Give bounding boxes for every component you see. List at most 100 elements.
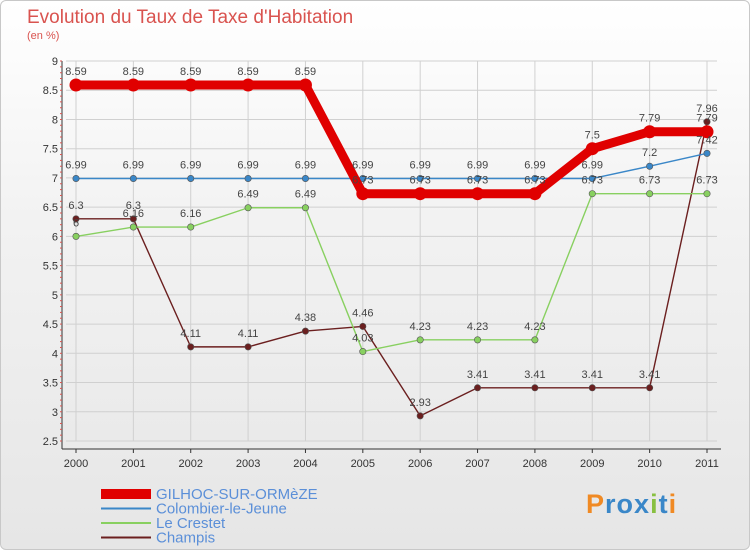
data-label: 6.73: [467, 175, 488, 187]
legend-label: Le Crestet: [156, 515, 226, 532]
data-label: 4.11: [180, 328, 201, 340]
data-label: 4.23: [409, 321, 430, 333]
y-tick-label: 5.5: [43, 261, 58, 273]
y-tick-label: 4.5: [43, 319, 58, 331]
legend-label: Champis: [156, 530, 215, 547]
data-point: [129, 175, 137, 183]
series-0: [69, 78, 714, 201]
data-point: [528, 187, 542, 201]
y-tick-label: 3: [52, 407, 58, 419]
data-point: [72, 175, 80, 183]
data-label: 4.46: [352, 307, 373, 319]
y-tick-label: 8: [52, 114, 58, 126]
labels-series-3: 6.3 6.3 4.11 4.11 4.38 4.46 2.93 3.41 3.41 3.41 3.…: [68, 103, 717, 409]
data-point: [531, 336, 539, 344]
series-line: [75, 193, 708, 353]
data-label: 6.16: [123, 208, 144, 220]
data-point: [474, 175, 482, 183]
data-label: 6.99: [352, 160, 373, 172]
data-point: [359, 348, 367, 356]
data-label: 8.59: [180, 66, 201, 78]
data-point: [646, 162, 654, 170]
data-point: [187, 223, 195, 231]
data-label: 6.73: [696, 175, 717, 187]
y-tick-label: 4: [52, 348, 58, 360]
data-label: 6.3: [68, 200, 83, 212]
data-point: [531, 175, 539, 183]
y-tick-label: 5: [52, 290, 58, 302]
gridlines: [66, 60, 717, 442]
data-point: [703, 118, 711, 126]
data-label: 7.5: [585, 130, 600, 142]
data-point: [585, 142, 599, 156]
data-point: [474, 336, 482, 344]
data-label: 8.59: [237, 66, 258, 78]
data-point: [416, 175, 424, 183]
data-point: [72, 232, 80, 240]
data-point: [244, 204, 252, 212]
data-label: 4.03: [352, 333, 373, 345]
series-line: [75, 121, 708, 417]
data-point: [244, 343, 252, 351]
x-tick-label: 2008: [523, 458, 547, 470]
series-line: [75, 152, 708, 180]
chart-subtitle: (en %): [27, 30, 60, 42]
data-point: [69, 78, 83, 92]
data-label: 4.23: [524, 321, 545, 333]
x-tick-label: 2010: [637, 458, 661, 470]
data-label: 3.41: [524, 369, 545, 381]
x-tick-label: 2003: [236, 458, 260, 470]
data-point: [700, 125, 714, 139]
logo-letter: P: [586, 489, 606, 519]
y-tick-label: 9: [52, 56, 58, 68]
y-tick-label: 2.5: [43, 436, 58, 448]
data-label: 6.99: [582, 160, 603, 172]
data-label: 4.38: [295, 312, 316, 324]
data-label: 7.79: [696, 113, 717, 125]
series-3: [72, 118, 711, 420]
x-tick-label: 2011: [695, 458, 719, 470]
logo-letter: i: [650, 489, 659, 519]
data-label: 6.99: [180, 160, 201, 172]
labels-series-0: 8.59 8.59 8.59 8.59 8.59 6.73 6.73 6.73 6.73 7.5 7…: [65, 66, 717, 187]
data-point: [129, 223, 137, 231]
logo-letter: t: [658, 489, 669, 519]
logo-letter: r: [605, 489, 617, 519]
data-label: 3.41: [467, 369, 488, 381]
data-label: 6.73: [639, 175, 660, 187]
x-tick-label: 2002: [178, 458, 202, 470]
data-label: 7.96: [696, 103, 717, 115]
data-label: 6.73: [582, 175, 603, 187]
data-point: [703, 149, 711, 157]
y-tick-label: 6: [52, 231, 58, 243]
data-point: [126, 78, 140, 92]
data-label: 6.99: [237, 160, 258, 172]
data-label: 7.2: [642, 147, 657, 159]
data-point: [244, 175, 252, 183]
x-tick-label: 2004: [293, 458, 317, 470]
data-point: [301, 175, 309, 183]
y-tick-label: 7.5: [43, 144, 58, 156]
legend-label: GILHOC-SUR-ORMèZE: [156, 486, 318, 503]
data-point: [646, 384, 654, 392]
data-label: 6.99: [467, 160, 488, 172]
labels-series-1: 6.99 6.99 6.99 6.99 6.99 6.99 6.99 6.99 6.99 6.99…: [65, 134, 717, 171]
x-tick-label: 2006: [408, 458, 432, 470]
legend-label: Colombier-le-Jeune: [156, 501, 287, 518]
data-point: [416, 412, 424, 420]
data-point: [72, 215, 80, 223]
labels-series-2: 6 6.16 6.16 6.49 6.49 4.03 4.23 4.23 4.23 6.73 6.7…: [73, 175, 718, 345]
data-point: [129, 215, 137, 223]
data-point: [588, 190, 596, 198]
data-point: [588, 175, 596, 183]
data-label: 8.59: [123, 66, 144, 78]
data-label: 6.73: [409, 175, 430, 187]
data-point: [416, 336, 424, 344]
data-label: 6: [73, 217, 79, 229]
data-label: 8.59: [65, 66, 86, 78]
data-point: [184, 78, 198, 92]
logo-letter: x: [634, 489, 651, 519]
